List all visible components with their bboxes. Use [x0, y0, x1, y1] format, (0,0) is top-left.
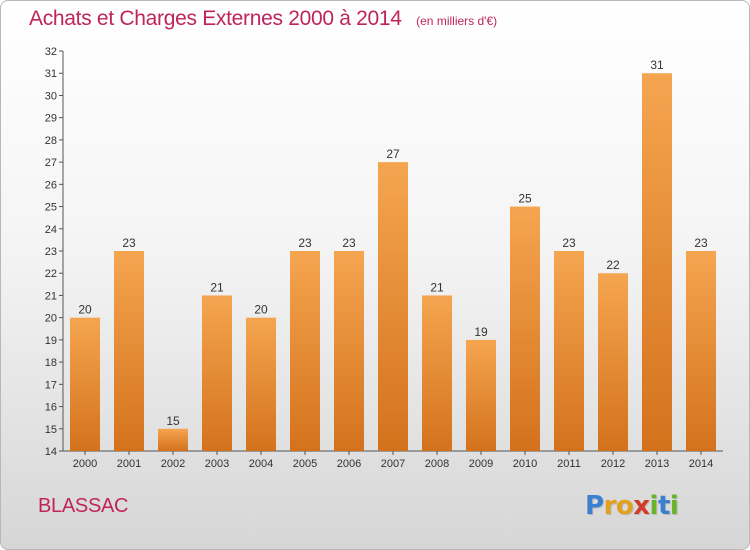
x-tick-label: 2002 [161, 458, 185, 470]
y-tick-label: 16 [45, 402, 57, 414]
y-tick-label: 29 [45, 113, 57, 125]
y-tick-label: 19 [45, 335, 57, 347]
x-tick-label: 2011 [557, 458, 581, 470]
proxiti-logo: Proxiti [585, 491, 679, 521]
bar [686, 251, 716, 451]
bar [114, 251, 144, 451]
bar [466, 339, 496, 451]
data-label: 23 [562, 236, 576, 250]
y-tick-label: 15 [45, 424, 57, 436]
bars [70, 73, 716, 451]
data-label: 23 [122, 236, 136, 250]
x-tick-label: 2003 [205, 458, 229, 470]
y-tick-label: 20 [45, 313, 57, 325]
x-tick-label: 2008 [425, 458, 449, 470]
y-tick-label: 18 [45, 357, 57, 369]
data-label: 22 [606, 258, 620, 272]
data-labels: 20 23 15 21 20 23 23 27 21 19 25 23 22 31 23 [78, 58, 708, 428]
bar [510, 206, 540, 451]
x-tick-label: 2001 [117, 458, 141, 470]
chart-title: Achats et Charges Externes 2000 à 2014 [29, 7, 402, 30]
bar [158, 428, 188, 451]
data-label: 23 [298, 236, 312, 250]
bar [202, 295, 232, 451]
y-tick-label: 21 [45, 290, 57, 302]
data-label: 23 [694, 236, 708, 250]
y-tick-label: 17 [45, 379, 57, 391]
data-label: 23 [342, 236, 356, 250]
commune-name: BLASSAC [38, 495, 129, 517]
data-label: 15 [166, 414, 180, 428]
data-label: 31 [650, 58, 664, 72]
logo-letter: x [633, 491, 650, 521]
x-tick-label: 2010 [513, 458, 537, 470]
y-tick-label: 22 [45, 268, 57, 280]
y-tick-label: 27 [45, 157, 57, 169]
logo-letter: i [669, 491, 679, 521]
bar [334, 251, 364, 451]
bar [642, 73, 672, 451]
x-tick-label: 2006 [337, 458, 361, 470]
data-label: 20 [78, 303, 92, 317]
data-label: 19 [474, 325, 488, 339]
chart-subtitle: (en milliers d'€) [416, 14, 498, 28]
data-label: 21 [210, 280, 224, 294]
data-label: 25 [518, 192, 532, 206]
x-tick-label: 2013 [645, 458, 669, 470]
x-tick-label: 2005 [293, 458, 317, 470]
bar [422, 295, 452, 451]
y-tick-label: 31 [45, 68, 57, 80]
bar [246, 317, 276, 451]
bar [378, 162, 408, 451]
y-tick-label: 26 [45, 179, 57, 191]
x-tick-label: 2000 [73, 458, 97, 470]
logo-letter: P [585, 491, 604, 521]
logo-letter: i [649, 491, 659, 521]
y-tick-label: 25 [45, 202, 57, 214]
x-tick-label: 2014 [689, 458, 713, 470]
y-tick-label: 24 [45, 224, 57, 236]
bar [70, 317, 100, 451]
logo-letter: r [603, 491, 617, 521]
y-tick-label: 14 [45, 446, 57, 458]
logo-letter: o [615, 491, 634, 521]
data-label: 20 [254, 303, 268, 317]
bar [290, 251, 320, 451]
x-tick-label: 2012 [601, 458, 625, 470]
bar [598, 273, 628, 451]
data-label: 27 [386, 147, 400, 161]
y-tick-label: 30 [45, 90, 57, 102]
y-tick-label: 32 [45, 46, 57, 58]
x-tick-label: 2009 [469, 458, 493, 470]
chart-title-row: Achats et Charges Externes 2000 à 2014 (… [29, 7, 497, 31]
x-tick-label: 2007 [381, 458, 405, 470]
logo-letter: t [657, 491, 670, 521]
bar [554, 251, 584, 451]
data-label: 21 [430, 280, 444, 294]
x-tick-label: 2004 [249, 458, 273, 470]
y-tick-label: 23 [45, 246, 57, 258]
y-tick-label: 28 [45, 135, 57, 147]
